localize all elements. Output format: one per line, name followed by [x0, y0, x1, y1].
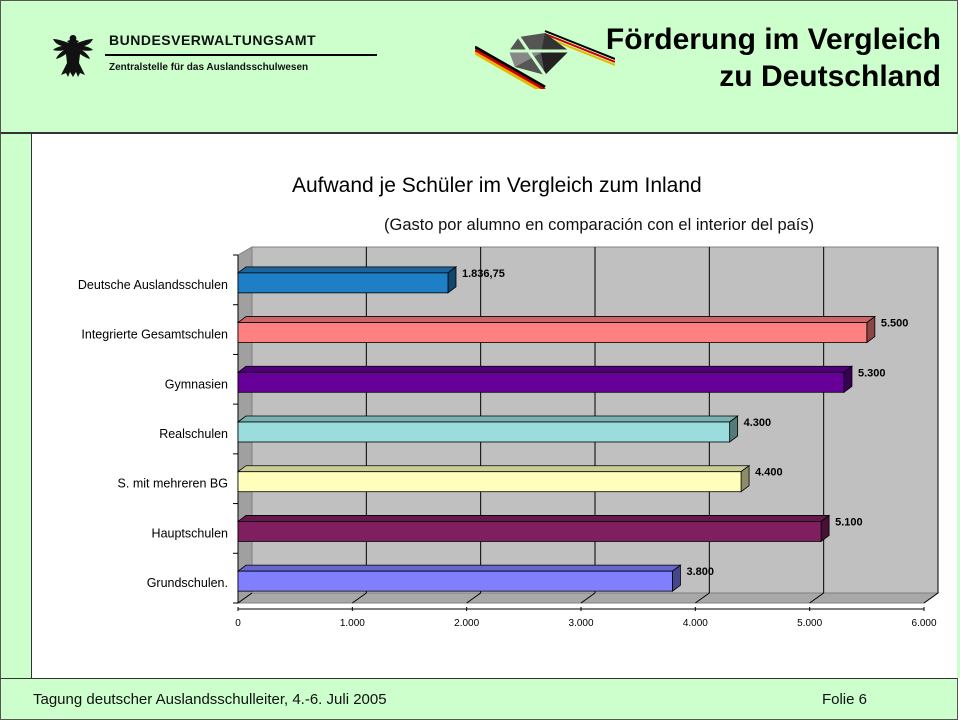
category-label: Integrierte Gesamtschulen [81, 328, 228, 342]
bar-top-face [236, 316, 877, 323]
bar-top-face [236, 365, 854, 373]
bar-top-face [236, 266, 458, 274]
floor-gridline [352, 592, 367, 604]
federal-eagle-icon [53, 35, 93, 77]
slide-title-line1: Förderung im Vergleich [605, 23, 941, 56]
data-label: 3.800 [686, 566, 714, 578]
chart-title: Aufwand je Schüler im Vergleich zum Inla… [292, 174, 702, 197]
bar [237, 570, 673, 592]
data-label: 5.500 [881, 318, 909, 330]
x-tick-label: 1.000 [340, 618, 365, 629]
bar-top-face [236, 415, 739, 423]
slide-title-line2: zu Deutschland [719, 60, 941, 93]
zfa-logo-icon [475, 30, 615, 89]
header-bar: BUNDESVERWALTUNGSAMT Zentralstelle für d… [0, 0, 958, 134]
left-margin-strip [0, 134, 32, 678]
category-label: S. mit mehreren BG [118, 477, 228, 491]
agency-divider [105, 54, 377, 56]
x-tick-label: 3.000 [568, 618, 593, 629]
category-label: Grundschulen. [147, 576, 228, 590]
x-tick-label: 5.000 [797, 618, 822, 629]
agency-name: BUNDESVERWALTUNGSAMT [109, 32, 317, 48]
bar-top-face [236, 465, 751, 473]
x-tick-label: 0 [235, 618, 241, 629]
bar-top-face [236, 564, 682, 572]
floor-gridline [237, 592, 253, 604]
data-label: 4.300 [744, 417, 772, 429]
floor-gridline [580, 592, 596, 604]
agency-subtitle: Zentralstelle für das Auslandsschulwesen [109, 62, 309, 73]
bar [237, 521, 822, 542]
bar [237, 322, 868, 343]
category-label: Deutsche Auslandsschulen [78, 278, 228, 292]
bar [237, 272, 449, 294]
slide-number: Folie 6 [821, 691, 867, 708]
x-tick-label: 2.000 [454, 618, 479, 629]
data-label: 4.400 [755, 467, 783, 479]
data-label: 5.300 [858, 367, 886, 379]
bar-top-face [236, 515, 831, 522]
floor-gridline [923, 592, 939, 604]
bar [237, 471, 742, 493]
x-tick-label: 6.000 [911, 618, 936, 629]
bar [237, 421, 731, 443]
data-label: 1.836,75 [462, 268, 505, 280]
bar [237, 371, 845, 393]
floor-gridline [466, 592, 481, 604]
right-margin-strip [957, 134, 960, 678]
floor-gridline [695, 592, 710, 604]
x-tick-label: 4.000 [683, 618, 708, 629]
slide-title: Förderung im Vergleich zu Deutschland [541, 21, 941, 95]
data-label: 5.100 [835, 516, 863, 528]
footer-bar: Tagung deutscher Auslandsschulleiter, 4.… [0, 678, 958, 720]
category-label: Realschulen [159, 427, 228, 441]
category-label: Hauptschulen [152, 526, 228, 540]
category-label: Gymnasien [165, 377, 228, 391]
chart-subtitle: (Gasto por alumno en comparación con el … [384, 216, 815, 234]
footer-event: Tagung deutscher Auslandsschulleiter, 4.… [33, 691, 387, 708]
floor-gridline [809, 592, 824, 604]
